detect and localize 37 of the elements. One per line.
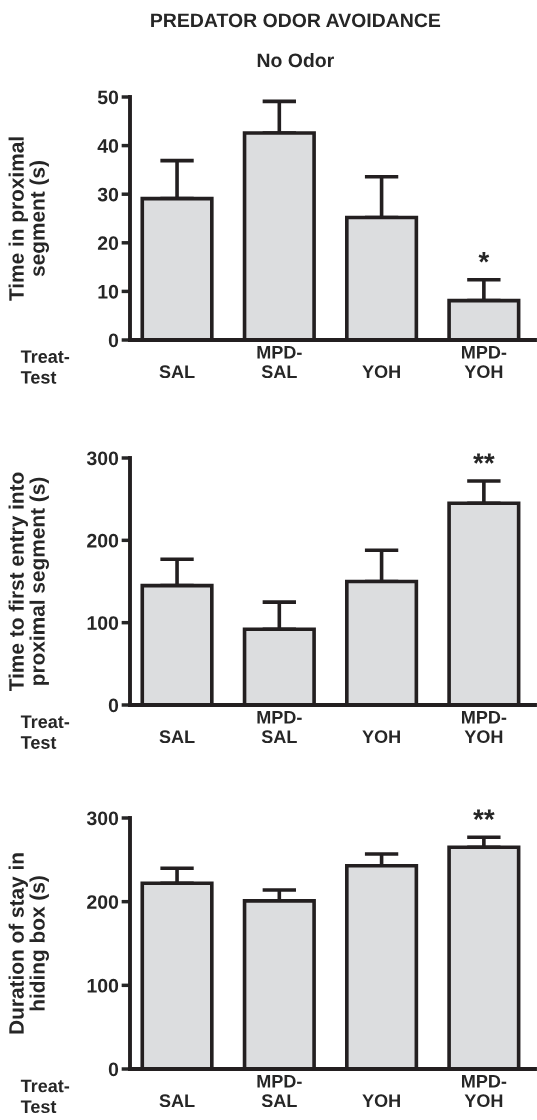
chart-title: PREDATOR ODOR AVOIDANCE xyxy=(151,13,441,28)
y-tick-label: 30 xyxy=(97,187,119,202)
y-tick-label: 0 xyxy=(108,1062,119,1077)
y-axis-title: Duration of stay in hiding box (s) xyxy=(8,853,49,1034)
y-axis-title: Time in proximal segment (s) xyxy=(8,137,49,301)
y-tick-label: 300 xyxy=(86,811,119,826)
x-tick-label: MPD- YOH xyxy=(462,711,507,744)
x-tick-label: MPD- SAL xyxy=(257,1075,302,1108)
x-axis-title: Treat- Test xyxy=(20,1079,70,1114)
x-tick-label: MPD- SAL xyxy=(257,711,302,744)
x-axis-title: Treat- Test xyxy=(20,350,70,384)
y-tick-label: 100 xyxy=(87,978,119,993)
y-tick-label: 0 xyxy=(108,698,119,713)
x-tick-label: SAL xyxy=(159,1094,195,1108)
x-tick-label: MPD- YOH xyxy=(462,346,507,379)
y-tick-label: 40 xyxy=(97,139,119,153)
y-axis-title: Time to first entry into proximal segment (s) xyxy=(8,472,49,692)
x-tick-label: YOH xyxy=(362,730,400,744)
x-axis-title: Treat- Test xyxy=(20,715,70,749)
annotation: ** xyxy=(473,453,495,464)
x-tick-label: MPD- YOH xyxy=(462,1075,507,1108)
y-tick-label: 50 xyxy=(97,90,119,105)
x-tick-label: YOH xyxy=(362,365,400,379)
x-tick-label: MPD- SAL xyxy=(257,346,302,379)
annotation: * xyxy=(478,252,490,263)
y-tick-label: 200 xyxy=(87,895,119,909)
y-tick-label: 10 xyxy=(98,284,119,299)
y-tick-label: 20 xyxy=(97,236,119,251)
x-tick-label: SAL xyxy=(159,730,195,744)
y-tick-label: 200 xyxy=(87,533,119,548)
x-tick-label: YOH xyxy=(362,1094,400,1108)
y-tick-label: 0 xyxy=(108,333,119,348)
annotation: ** xyxy=(473,809,495,820)
x-tick-label: SAL xyxy=(159,365,195,379)
chart-subtitle: No Odor xyxy=(257,52,334,68)
y-tick-label: 300 xyxy=(86,451,119,466)
y-tick-label: 100 xyxy=(87,616,119,630)
